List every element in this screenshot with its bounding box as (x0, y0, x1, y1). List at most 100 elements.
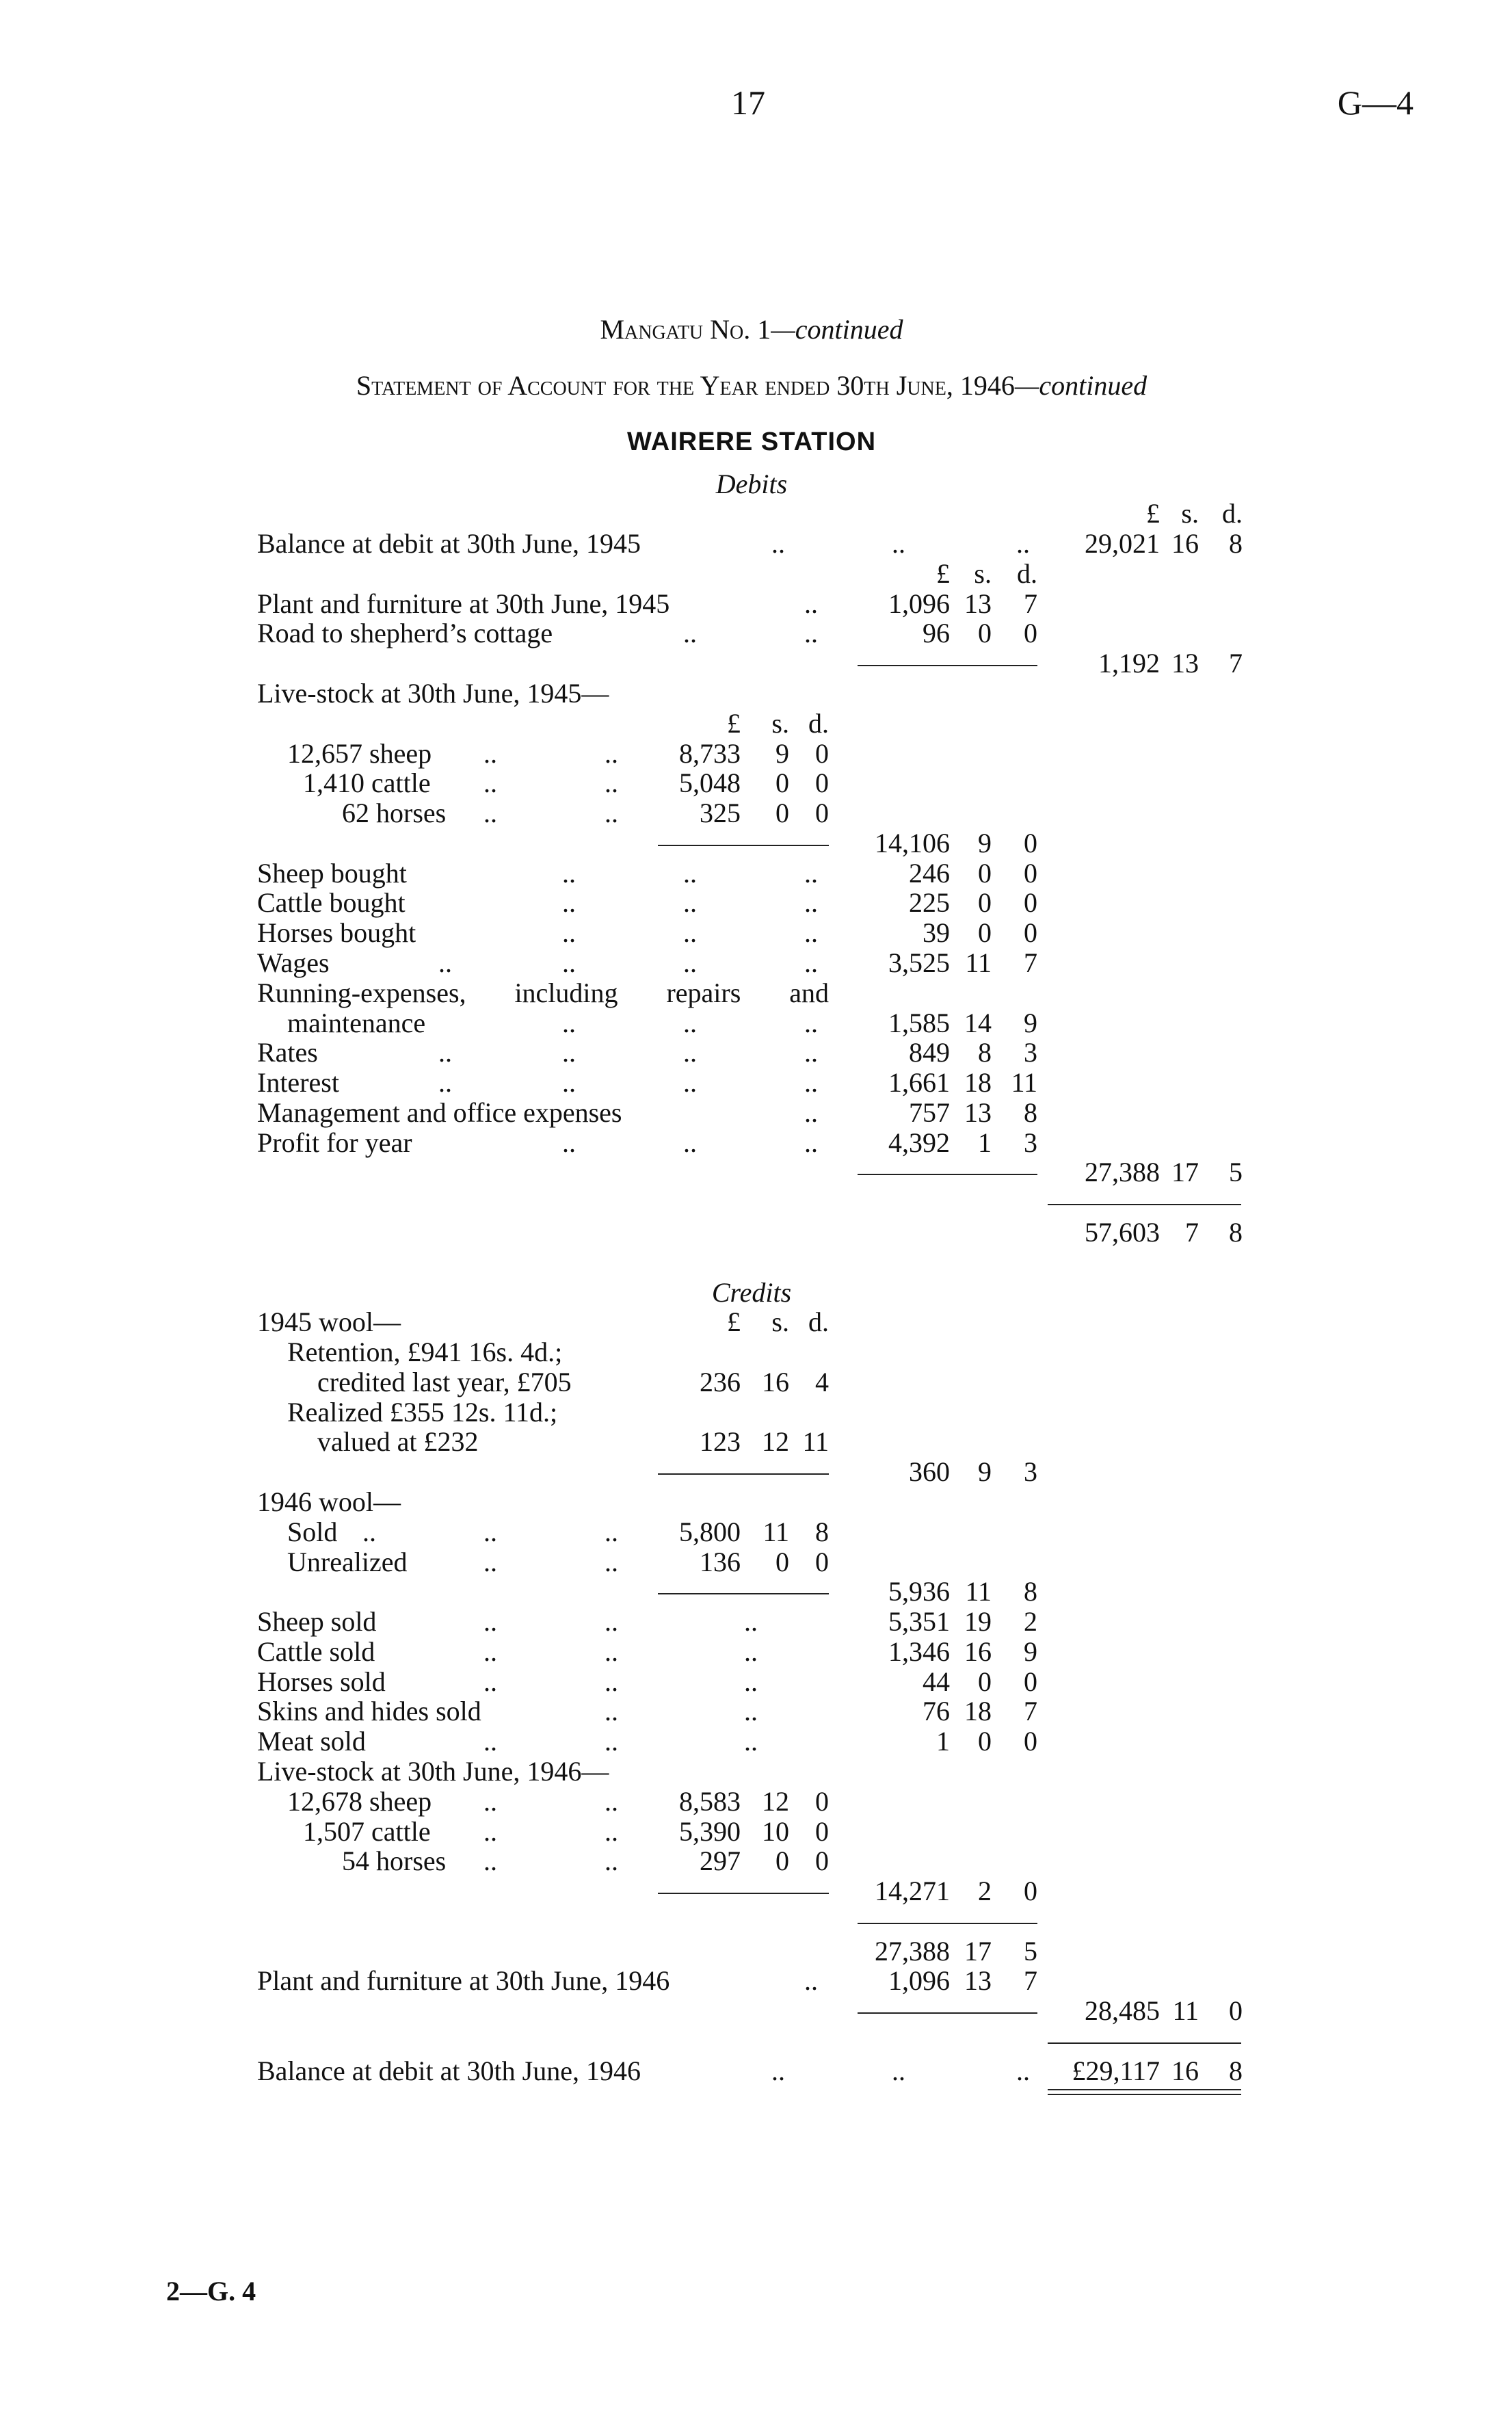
mid-amount-pounds: 849 (909, 1037, 950, 1068)
right-amount-pounds: £29,117 (1072, 2055, 1160, 2086)
leader-dots: .. (605, 1696, 618, 1727)
inner-amount-shillings: 11 (762, 1516, 789, 1547)
statement-title-suffix: —continued (1014, 370, 1148, 401)
mid-amount-pounds: 1,346 (888, 1635, 950, 1667)
inner-amount-pence: 8 (815, 1516, 829, 1547)
mid-amount-pounds: 246 (909, 857, 950, 889)
mid-amount-shillings: 17 (964, 1935, 992, 1967)
leader-dots: .. (562, 1037, 576, 1068)
leader-dots: .. (483, 1845, 497, 1877)
leader-dots: .. (683, 857, 697, 889)
leader-dots: .. (562, 1007, 576, 1038)
mid-amount-shillings: 13 (964, 1096, 992, 1128)
mid-amount-shillings: 16 (964, 1635, 992, 1667)
mid-column-rule (858, 665, 1037, 667)
leader-dots: .. (438, 1037, 452, 1068)
mid-amount-pence: 0 (1024, 827, 1037, 858)
inner-amount-pence: 11 (802, 1426, 829, 1458)
inner-amount-shillings: 12 (762, 1426, 789, 1458)
mid-amount-pounds: 225 (909, 887, 950, 919)
row-label: Horses bought (257, 917, 416, 949)
row-label: Live-stock at 30th June, 1946— (257, 1755, 609, 1787)
mid-amount-pence: 8 (1024, 1576, 1037, 1607)
leader-dots: .. (771, 528, 785, 560)
row-label: 62 horses (342, 798, 447, 829)
row-label: Profit for year (257, 1127, 412, 1158)
leader-dots: .. (744, 1666, 758, 1697)
mid-amount-pence: 9 (1024, 1635, 1037, 1667)
right-amount-pounds: 28,485 (1085, 1995, 1160, 2027)
leader-dots: .. (804, 1965, 818, 1997)
inner-column-rule (658, 1593, 829, 1595)
row-label: Skins and hides sold (257, 1696, 481, 1727)
leader-dots: .. (483, 737, 497, 769)
mid-amount-pence: 0 (1024, 857, 1037, 889)
mid-amount-pounds: 1,661 (888, 1067, 950, 1099)
mid-amount-pounds: 360 (909, 1456, 950, 1488)
row-label: maintenance (287, 1007, 426, 1038)
leader-dots: .. (804, 1127, 818, 1158)
leader-dots: .. (683, 1067, 697, 1099)
mid-amount-shillings: 2 (978, 1876, 992, 1907)
mid-amount-pence: 0 (1024, 1666, 1037, 1697)
inner-currency-header: d. (808, 1306, 829, 1338)
leader-dots: .. (744, 1726, 758, 1757)
inner-amount-pence: 4 (815, 1366, 829, 1397)
row-label: Management and office expenses (257, 1096, 622, 1128)
leader-dots: .. (562, 947, 576, 978)
mid-amount-pounds: 44 (923, 1666, 950, 1697)
leader-dots: .. (605, 1546, 618, 1577)
leader-dots: .. (683, 1127, 697, 1158)
leader-dots: .. (605, 1666, 618, 1697)
inner-currency-header: s. (771, 707, 789, 739)
section-title: Mangatu No. 1—continued (600, 316, 903, 343)
row-label: 1945 wool— (257, 1306, 401, 1338)
mid-amount-pence: 11 (1011, 1067, 1037, 1099)
inner-amount-pounds: 297 (700, 1845, 741, 1877)
row-label: Plant and furniture at 30th June, 1945 (257, 588, 670, 619)
mid-amount-pounds: 4,392 (888, 1127, 950, 1158)
leader-dots: .. (804, 588, 818, 619)
right-amount-pounds: 29,021 (1085, 528, 1160, 560)
leader-dots: .. (804, 917, 818, 949)
mid-amount-pounds: 39 (923, 917, 950, 949)
inner-amount-shillings: 0 (775, 767, 789, 799)
row-label: Wages (257, 947, 330, 978)
leader-dots: .. (483, 1516, 497, 1547)
leader-dots: .. (804, 1007, 818, 1038)
leader-dots: .. (438, 947, 452, 978)
mid-amount-pounds: 1,096 (888, 588, 950, 619)
mid-amount-shillings: 0 (978, 1666, 992, 1697)
right-amount-pence: 0 (1229, 1995, 1243, 2027)
leader-dots: .. (483, 1666, 497, 1697)
mid-amount-pence: 0 (1024, 887, 1037, 919)
page-number: 17 (731, 83, 765, 122)
mid-amount-shillings: 1 (978, 1127, 992, 1158)
right-amount-shillings: 16 (1171, 528, 1199, 560)
inner-amount-pence: 0 (815, 1845, 829, 1877)
inner-amount-pounds: 123 (700, 1426, 741, 1458)
mid-amount-shillings: 18 (964, 1067, 992, 1099)
mid-amount-pence: 0 (1024, 1876, 1037, 1907)
mid-amount-pence: 3 (1024, 1127, 1037, 1158)
inner-amount-pounds: 8,733 (679, 737, 741, 769)
leader-dots: .. (605, 1785, 618, 1817)
row-label: Plant and furniture at 30th June, 1946 (257, 1965, 670, 1997)
leader-dots: .. (562, 887, 576, 919)
mid-amount-pence: 8 (1024, 1096, 1037, 1128)
row-label: Interest (257, 1067, 339, 1099)
mid-amount-pounds: 3,525 (888, 947, 950, 978)
leader-dots: .. (1016, 528, 1030, 560)
leader-dots: .. (562, 857, 576, 889)
leader-dots: .. (483, 1606, 497, 1638)
leader-dots: .. (483, 1815, 497, 1847)
right-amount-shillings: 17 (1171, 1157, 1199, 1188)
leader-dots: .. (605, 1726, 618, 1757)
leader-dots: .. (483, 1635, 497, 1667)
inner-amount-pounds: 136 (700, 1546, 741, 1577)
mid-amount-shillings: 19 (964, 1606, 992, 1638)
right-amount-pence: 7 (1229, 648, 1243, 679)
mid-amount-shillings: 14 (964, 1007, 992, 1038)
inner-amount-pence: 0 (815, 767, 829, 799)
row-label: Retention, £941 16s. 4d.; (287, 1337, 563, 1368)
